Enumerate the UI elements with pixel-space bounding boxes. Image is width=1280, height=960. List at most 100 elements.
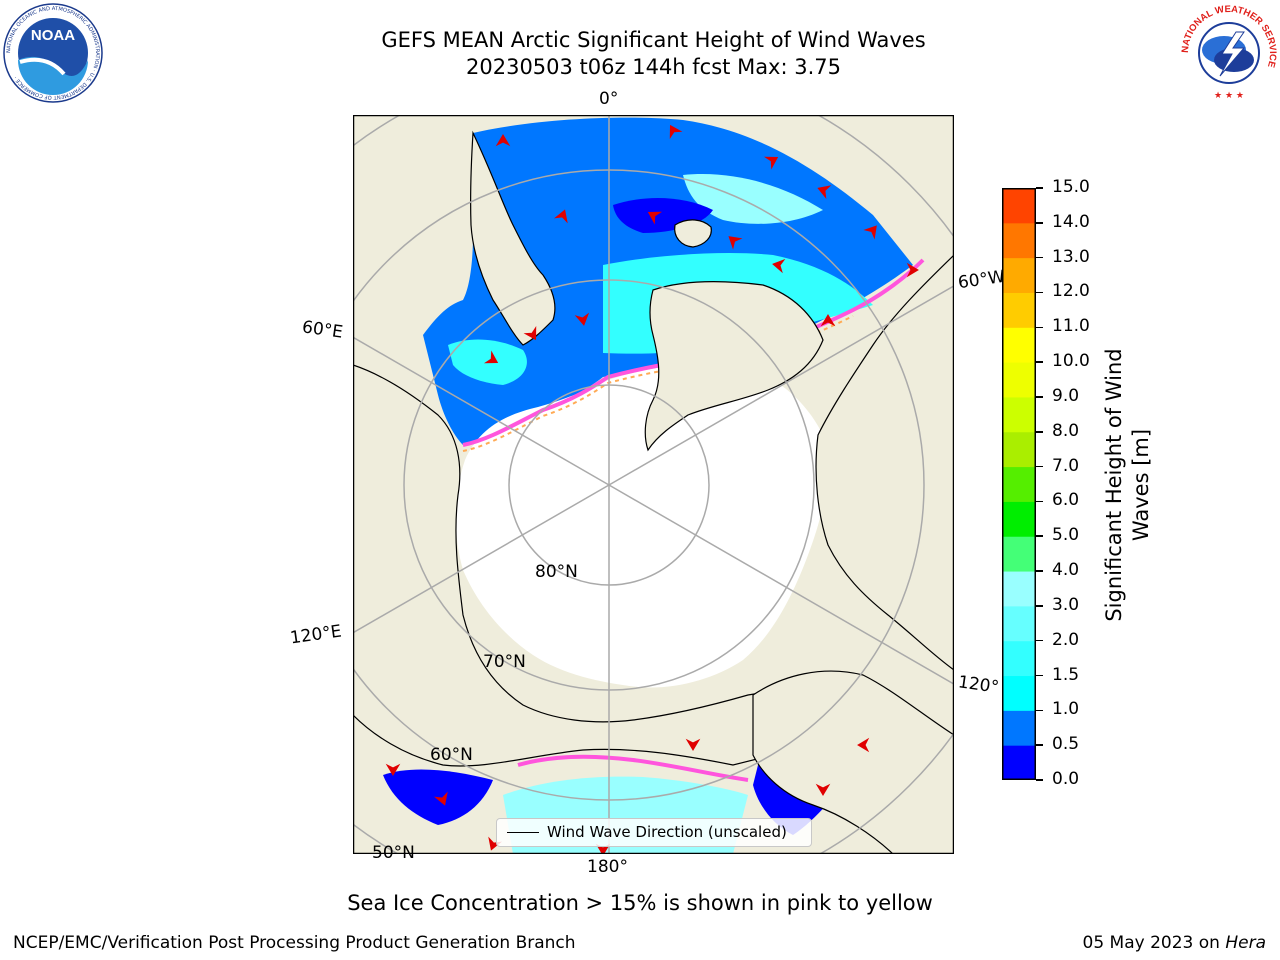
colorbar-tick-label: 3.0: [1052, 594, 1080, 615]
noaa-logo: NOAA NATIONAL OCEANIC AND ATMOSPHERIC AD…: [2, 2, 104, 104]
colorbar-tick-mark: [1036, 605, 1043, 607]
colorbar-tick-mark: [1036, 291, 1043, 294]
legend-label: Wind Wave Direction (unscaled): [547, 823, 787, 841]
map-frame: [352, 114, 955, 855]
colorbar-tick-mark: [1036, 396, 1043, 398]
siberia-land: [353, 364, 824, 767]
wave-arrow: [554, 209, 568, 224]
colorbar-tick-label: 1.5: [1052, 664, 1080, 685]
wave-arrow: [523, 325, 537, 341]
footer-date: 05 May 2023 on Hera: [1083, 933, 1267, 953]
colorbar-tick-mark: [1036, 187, 1043, 189]
lat-label-50n: 50°N: [372, 843, 415, 863]
footer-credit: NCEP/EMC/Verification Post Processing Pr…: [13, 933, 576, 953]
meridian-120e: [353, 484, 610, 634]
colorbar-tick-label: 13.0: [1052, 246, 1090, 267]
colorbar-tick-label: 11.0: [1052, 316, 1090, 337]
wave-arrow: [385, 763, 401, 776]
wave-arrow: [728, 236, 743, 250]
atlantic-wave-mid: [683, 174, 823, 224]
wave-arrow: [772, 258, 786, 274]
chart-subtitle: 20230503 t06z 144h fcst Max: 3.75: [466, 55, 841, 79]
colorbar-segment: [1002, 745, 1036, 781]
colorbar-tick-label: 7.0: [1052, 455, 1080, 476]
colorbar-segment: [1002, 710, 1036, 746]
wave-arrow: [647, 211, 663, 225]
colorbar-tick-mark: [1036, 779, 1043, 781]
wave-arrow: [574, 312, 590, 326]
wave-arrow: [863, 225, 877, 240]
colorbar-tick-label: 10.0: [1052, 351, 1090, 372]
wind-wave-arrows: [385, 124, 919, 854]
ice-edge-pacific: [517, 754, 749, 782]
lon-label-120e: 120°E: [288, 621, 343, 649]
colorbar-tick-mark: [1036, 361, 1043, 363]
nws-logo: NATIONAL WEATHER SERVICE ★ ★ ★: [1178, 2, 1280, 104]
colorbar-tick-label: 0.0: [1052, 769, 1080, 789]
wave-arrow: [857, 737, 870, 753]
colorbar-tick-label: 6.0: [1052, 490, 1080, 511]
greenland-land: [644, 281, 824, 452]
wave-arrow: [815, 783, 831, 796]
lon-label-180: 180°: [587, 857, 628, 877]
colorbar-segment: [1002, 188, 1036, 224]
footer-host: Hera: [1225, 933, 1266, 953]
iceland-land: [674, 219, 712, 248]
colorbar-segment: [1002, 396, 1036, 433]
lat-label-60n: 60°N: [430, 745, 473, 765]
colorbar-segment: [1002, 605, 1036, 642]
arctic-map: [352, 114, 955, 855]
wave-arrow: [817, 185, 832, 199]
colorbar-tick-mark: [1036, 256, 1043, 259]
meridian-120w: [608, 484, 954, 685]
wave-arrow: [495, 134, 511, 147]
colorbar-segment: [1002, 501, 1036, 537]
legend-line-sample: [507, 832, 539, 833]
colorbar-tick-mark: [1036, 744, 1043, 746]
wave-arrow: [434, 791, 448, 806]
colorbar-segment: [1002, 327, 1036, 363]
meridian-60w: [608, 285, 954, 486]
colorbar-tick-label: 0.5: [1052, 734, 1080, 755]
colorbar-tick-mark: [1036, 674, 1043, 677]
lon-label-60w: 60°W: [956, 266, 1007, 294]
colorbar-segment: [1002, 536, 1036, 572]
colorbar-segment: [1002, 431, 1036, 468]
lat-label-80n: 80°N: [535, 562, 578, 582]
colorbar-tick-mark: [1036, 570, 1043, 572]
colorbar-tick-label: 12.0: [1052, 281, 1090, 302]
wave-arrow: [595, 843, 611, 854]
colorbar-segment: [1002, 571, 1036, 607]
wave-arrow: [820, 314, 836, 327]
colorbar-tick-label: 8.0: [1052, 420, 1080, 441]
wave-arrow: [483, 350, 499, 364]
colorbar-tick-mark: [1036, 222, 1043, 224]
wave-arrow: [763, 156, 779, 170]
colorbar-segment: [1002, 362, 1036, 398]
canada-land: [815, 254, 954, 671]
colorbar-frame: [1002, 188, 1036, 780]
colorbar: [1002, 188, 1036, 781]
colorbar-tick-label: 9.0: [1052, 385, 1080, 406]
colorbar-tick-mark: [1036, 465, 1043, 468]
colorbar-tick-mark: [1036, 500, 1043, 503]
colorbar-tick-label: 2.0: [1052, 629, 1080, 650]
svg-text:★ ★ ★: ★ ★ ★: [1214, 91, 1244, 101]
colorbar-tick-label: 1.0: [1052, 699, 1080, 720]
map-legend: Wind Wave Direction (unscaled): [496, 818, 812, 847]
colorbar-segment: [1002, 222, 1036, 259]
meridian-60e: [353, 336, 610, 486]
colorbar-segment: [1002, 640, 1036, 677]
graticule: [353, 115, 954, 854]
colorbar-tick-mark: [1036, 709, 1043, 712]
colorbar-segment: [1002, 257, 1036, 293]
colorbar-tick-label: 4.0: [1052, 560, 1080, 581]
colorbar-segment: [1002, 466, 1036, 502]
sea-ice: [455, 363, 828, 688]
colorbar-tick-mark: [1036, 431, 1043, 433]
colorbar-tick-label: 14.0: [1052, 211, 1090, 232]
colorbar-segment: [1002, 292, 1036, 328]
caption: Sea Ice Concentration > 15% is shown in …: [347, 891, 933, 915]
alaska-land: [752, 670, 954, 854]
ice-edge-atlantic-orange: [462, 315, 854, 452]
